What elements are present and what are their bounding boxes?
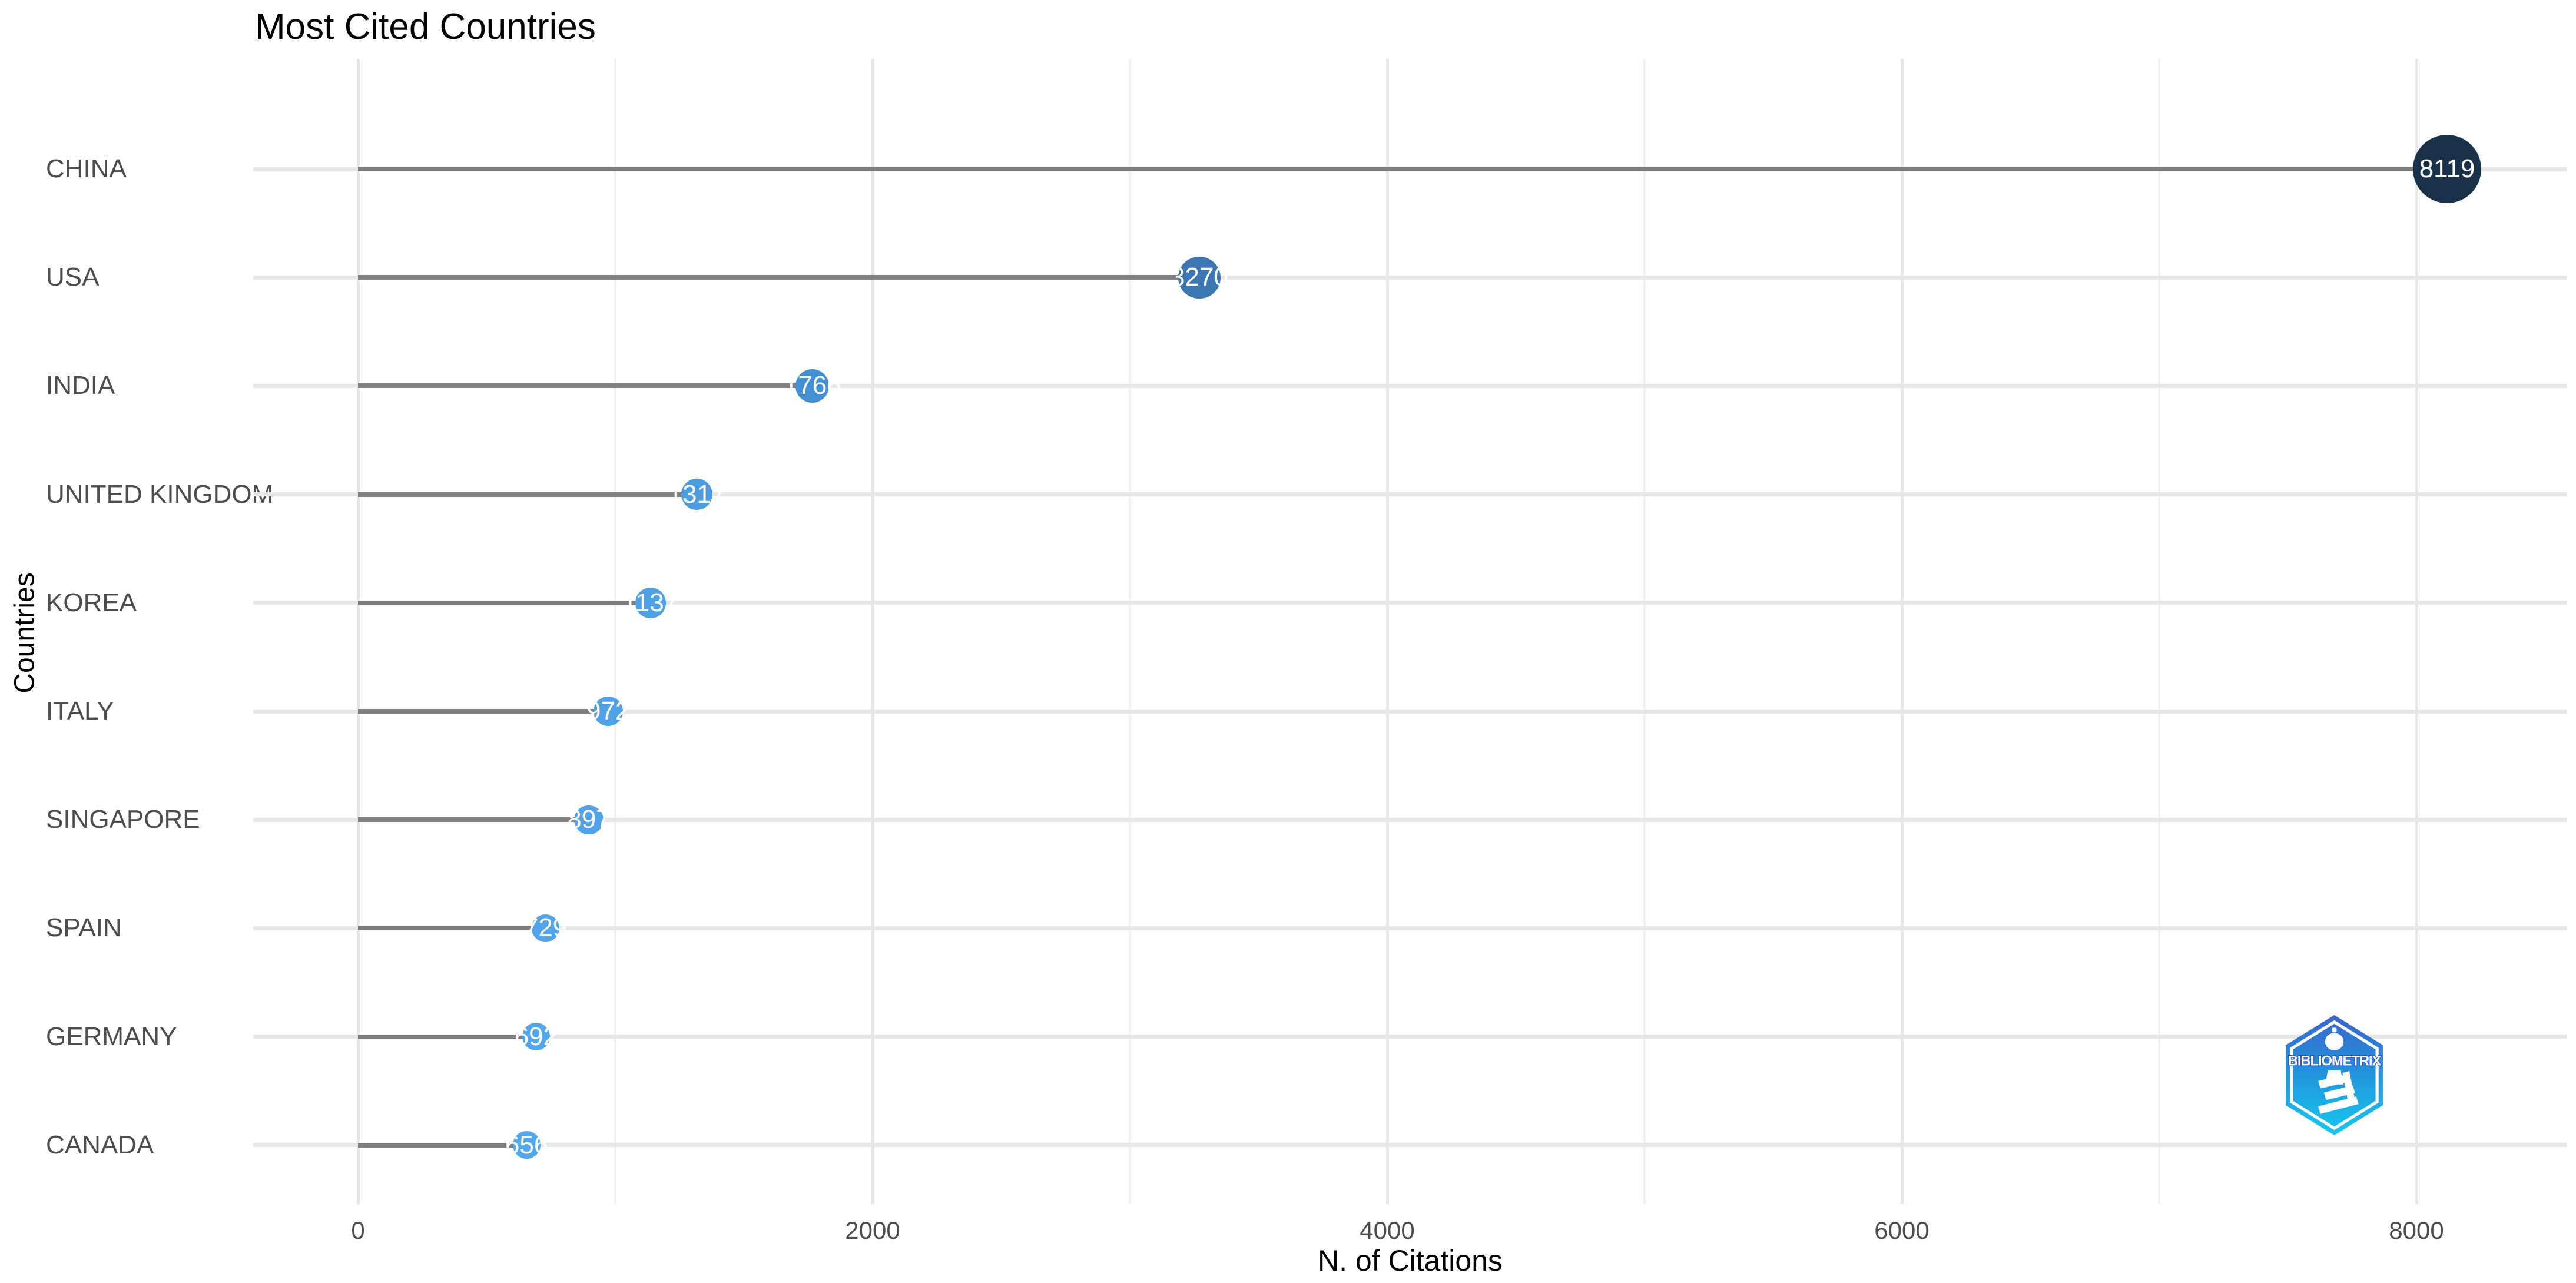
data-point: 656 — [505, 1131, 548, 1159]
lollipop-stick — [358, 709, 608, 714]
lighthouse-icon — [2318, 1027, 2359, 1114]
y-tick-label: USA — [46, 263, 100, 292]
logo-text: BIBLIOMETRIX — [2288, 1053, 2382, 1069]
x-tick-label: 4000 — [1360, 1216, 1415, 1244]
data-point-value: 1317 — [668, 479, 726, 509]
data-point: 897 — [567, 805, 611, 834]
data-point-value: 1766 — [783, 371, 841, 400]
gridline-major — [1900, 59, 1904, 1204]
data-point: 729 — [524, 914, 567, 943]
row-gridline — [253, 817, 2567, 822]
x-tick-label: 0 — [351, 1216, 365, 1244]
row-gridline — [253, 275, 2567, 280]
gridline-major — [1385, 59, 1389, 1204]
lollipop-stick — [358, 926, 546, 931]
lollipop-stick — [358, 1142, 527, 1148]
y-tick-label: KOREA — [46, 588, 137, 617]
data-point-value: 3270 — [1171, 263, 1228, 292]
bibliometrix-logo: BIBLIOMETRIX — [2286, 1015, 2383, 1136]
data-point-value: 972 — [586, 696, 630, 725]
gridline-minor — [614, 59, 616, 1204]
y-tick-label: INDIA — [46, 371, 115, 400]
data-point-value: 897 — [567, 805, 611, 834]
gridline-major — [871, 59, 874, 1204]
data-point: 972 — [586, 697, 629, 726]
data-point-value: 8119 — [2419, 154, 2475, 183]
row-gridline — [253, 1143, 2567, 1148]
gridline-major — [356, 59, 360, 1204]
gridline-major — [2415, 59, 2418, 1204]
lollipop-stick — [358, 1034, 536, 1039]
data-point: 8119 — [2413, 135, 2481, 203]
lollipop-stick — [358, 167, 2447, 171]
row-gridline — [253, 383, 2567, 388]
lollipop-stick — [358, 383, 813, 389]
data-point: 692 — [515, 1022, 558, 1051]
lollipop-stick — [358, 492, 697, 497]
row-gridline — [253, 1035, 2567, 1039]
lollipop-stick — [358, 817, 589, 823]
data-point: 1766 — [784, 369, 841, 403]
data-point: 3270 — [1171, 256, 1228, 299]
lollipop-stick — [358, 275, 1199, 280]
y-tick-label: CANADA — [46, 1130, 154, 1159]
y-tick-label: SPAIN — [46, 913, 122, 943]
y-tick-label: SINGAPORE — [46, 805, 200, 834]
data-point-value: 729 — [523, 913, 568, 943]
row-gridline — [253, 492, 2567, 497]
row-gridline — [253, 926, 2567, 930]
y-tick-label: GERMANY — [46, 1022, 177, 1051]
y-tick-label: CHINA — [46, 154, 127, 183]
data-point-value: 692 — [514, 1022, 558, 1051]
gridline-minor — [1643, 59, 1646, 1204]
x-axis-title: N. of Citations — [1317, 1244, 1503, 1277]
data-point: 1317 — [668, 479, 725, 510]
x-tick-label: 8000 — [2389, 1216, 2444, 1244]
row-gridline — [253, 601, 2567, 605]
data-point-value: 1137 — [622, 588, 679, 617]
row-gridline — [253, 709, 2567, 714]
x-tick-label: 6000 — [1874, 1216, 1929, 1244]
data-point: 1137 — [623, 588, 678, 618]
gridline-minor — [2158, 59, 2160, 1204]
chart-title: Most Cited Countries — [255, 6, 596, 47]
y-tick-label: UNITED KINGDOM — [46, 479, 274, 509]
lollipop-stick — [358, 600, 651, 605]
x-tick-label: 2000 — [845, 1216, 900, 1244]
data-point-value: 656 — [505, 1130, 549, 1159]
gridline-minor — [1129, 59, 1131, 1204]
y-tick-label: ITALY — [46, 697, 114, 725]
